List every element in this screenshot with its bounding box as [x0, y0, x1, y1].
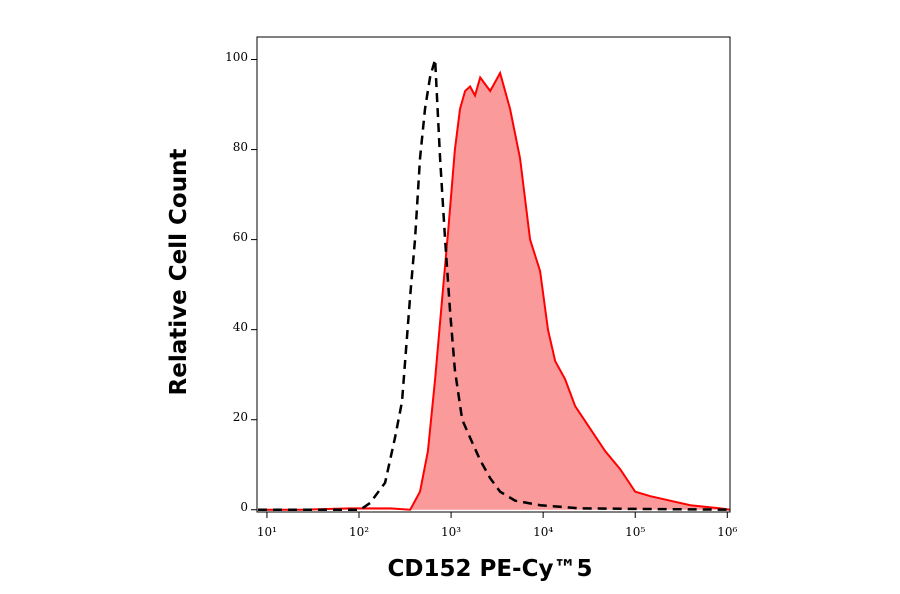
y-tick-label: 20	[233, 410, 248, 424]
x-tick-label: 10²	[349, 525, 369, 539]
plot-frame	[256, 36, 731, 513]
y-tick-label: 60	[233, 230, 248, 244]
x-tick-label: 10³	[441, 525, 461, 539]
x-axis-title: CD152 PE-Cy™5	[388, 556, 593, 582]
histogram-area	[258, 73, 730, 510]
y-tick-label: 40	[233, 320, 248, 334]
y-tick-label: 80	[233, 140, 248, 154]
x-tick-label: 10⁶	[717, 525, 737, 539]
y-axis-title: Relative Cell Count	[166, 149, 192, 396]
x-tick-label: 10¹	[257, 525, 277, 539]
histogram-line	[258, 70, 731, 511]
y-tick-label: 0	[240, 500, 248, 514]
x-tick-label: 10⁴	[533, 525, 553, 539]
y-tick-label: 100	[225, 50, 248, 64]
histogram-line	[258, 59, 731, 511]
x-tick-label: 10⁵	[625, 525, 645, 539]
